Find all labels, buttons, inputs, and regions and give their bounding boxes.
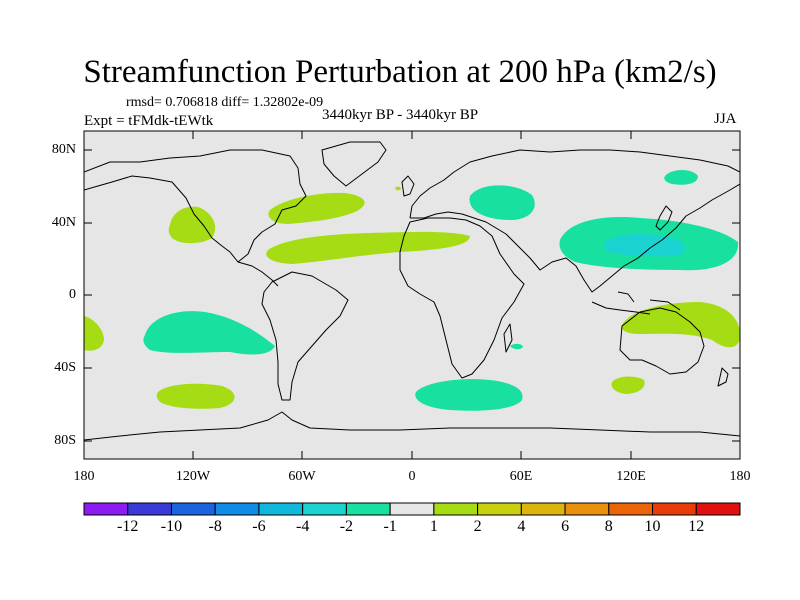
colorbar-swatch <box>433 502 479 516</box>
anomaly-patch <box>469 185 535 220</box>
lat-label: 40N <box>51 215 76 230</box>
lat-label: 0 <box>69 287 76 302</box>
colorbar-label: 12 <box>688 518 705 535</box>
coastline-antarctica <box>84 411 740 441</box>
colorbar-swatch <box>564 502 610 516</box>
lon-label: 60E <box>509 469 533 484</box>
colorbar-label: -6 <box>252 518 266 535</box>
anomaly-patch <box>268 192 365 224</box>
colorbar-label: -12 <box>117 518 139 535</box>
colorbar-swatch <box>302 502 347 516</box>
coastline-indonesia <box>591 291 681 315</box>
coastline-north-america <box>84 149 307 263</box>
lat-label: 80S <box>54 433 76 448</box>
lon-label: 0 <box>408 469 416 484</box>
colorbar-label: -1 <box>383 518 397 535</box>
coastline-south-america <box>261 271 349 401</box>
anomaly-patch <box>84 316 104 351</box>
coastlines <box>84 141 740 441</box>
colorbar-label: 8 <box>604 518 613 535</box>
anomaly-patch <box>168 206 216 244</box>
colorbar-swatch <box>170 502 216 516</box>
colorbar-label: 1 <box>429 518 438 535</box>
colorbar-label: -8 <box>208 518 222 535</box>
coastline-uk <box>401 175 415 197</box>
colorbar-label: -2 <box>339 518 354 535</box>
anomaly-patch <box>395 186 401 191</box>
colorbar-swatch <box>520 502 566 516</box>
anomaly-patch <box>156 383 235 409</box>
stats-line: rmsd= 0.706818 diff= 1.32802e-09 <box>126 95 324 110</box>
coastline-central-america <box>237 261 279 287</box>
colorbar-label: -4 <box>295 518 310 535</box>
coastline-greenland <box>321 141 387 187</box>
coastline-madagascar <box>503 323 513 353</box>
anomaly-patch <box>266 231 470 264</box>
anomaly-patch <box>611 376 645 394</box>
colorbar-label: 10 <box>644 518 661 535</box>
coastline-europe-asia <box>409 149 740 293</box>
anomaly-patch <box>603 234 685 257</box>
colorbar-label: -10 <box>160 518 183 535</box>
anomaly-patch <box>621 302 740 348</box>
anomaly-patch <box>510 343 523 350</box>
coastline-new-zealand <box>717 367 729 387</box>
chart-title: Streamfunction Perturbation at 200 hPa (… <box>83 54 717 90</box>
anomaly-fields <box>84 170 740 411</box>
lon-label: 60W <box>288 469 316 484</box>
colorbar-swatch <box>214 502 260 516</box>
colorbar-swatch <box>83 502 129 516</box>
lat-label: 80N <box>51 142 76 157</box>
lon-label: 120E <box>616 469 646 484</box>
lon-label: 120W <box>175 469 211 484</box>
colorbar-swatch <box>477 502 522 516</box>
colorbar-swatch <box>345 502 391 516</box>
lat-label: 40S <box>54 360 76 375</box>
period-label: 3440kyr BP - 3440kyr BP <box>322 107 479 123</box>
lon-label: 180 <box>729 469 751 484</box>
coastline-japan <box>655 205 673 231</box>
season-label: JJA <box>714 111 737 127</box>
experiment-label: Expt = tFMdk-tEWtk <box>84 113 214 129</box>
colorbar-label: 4 <box>517 518 526 535</box>
coastline-australia <box>619 307 705 375</box>
colorbar-swatch <box>695 502 741 516</box>
axis-ticks <box>84 131 740 459</box>
anomaly-patch <box>143 311 275 355</box>
colorbar-label: 6 <box>561 518 570 535</box>
colorbar-swatch <box>258 502 304 516</box>
colorbar-swatch <box>127 502 172 516</box>
lon-label: 180 <box>73 469 95 484</box>
colorbar-label: 2 <box>473 518 482 535</box>
anomaly-patch <box>415 379 523 411</box>
coastline-africa <box>399 217 525 379</box>
colorbar-swatch <box>389 502 435 516</box>
colorbar-swatch <box>608 502 654 516</box>
colorbar-swatch <box>652 502 697 516</box>
anomaly-patch <box>664 170 698 185</box>
